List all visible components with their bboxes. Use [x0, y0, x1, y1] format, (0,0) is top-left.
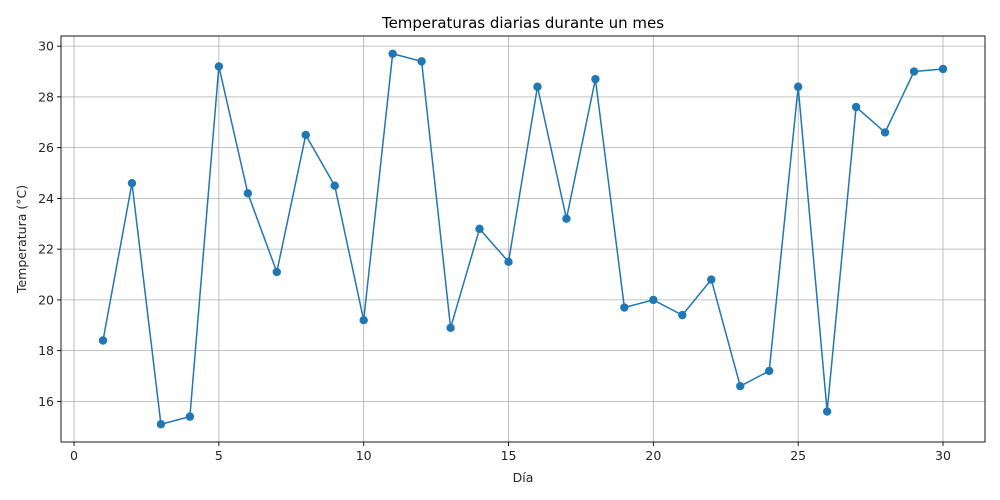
data-point	[880, 128, 890, 137]
y-tick-label: 26	[38, 140, 54, 155]
data-point	[127, 178, 137, 188]
data-point	[185, 412, 195, 421]
data-point	[98, 336, 108, 345]
plot-area-frame	[60, 35, 986, 443]
y-tick-label: 16	[38, 394, 54, 409]
x-tick-label: 15	[501, 448, 517, 463]
x-tick-label: 0	[70, 448, 78, 463]
data-point	[765, 366, 774, 376]
data-point	[909, 67, 919, 76]
data-point	[214, 62, 224, 71]
y-axis-label: Temperatura (°C)	[14, 185, 29, 294]
data-point	[417, 57, 426, 66]
data-point	[475, 224, 484, 234]
y-tick-label: 22	[38, 242, 54, 257]
data-point	[562, 214, 571, 223]
series-line	[102, 53, 944, 425]
x-axis: 0 5 10 15 20 25 30	[70, 442, 951, 463]
x-tick-label: 25	[790, 448, 806, 463]
chart-title: Temperaturas diarias durante un mes	[381, 14, 664, 32]
data-point	[793, 82, 803, 91]
x-tick-label: 30	[935, 448, 951, 463]
x-tick-label: 5	[215, 448, 223, 463]
x-tick-label: 20	[645, 448, 661, 463]
y-tick-label: 28	[38, 89, 54, 104]
data-point	[707, 275, 716, 284]
y-tick-label: 20	[38, 292, 54, 307]
data-point	[822, 407, 832, 416]
data-point	[388, 49, 397, 58]
data-point	[938, 64, 948, 74]
data-point	[620, 303, 629, 312]
grid	[61, 36, 985, 442]
data-point	[678, 310, 687, 320]
data-point	[649, 295, 658, 305]
x-axis-label: Día	[513, 470, 534, 485]
data-point	[446, 323, 455, 333]
data-point	[272, 267, 281, 277]
data-point	[156, 420, 166, 429]
data-point	[359, 316, 368, 325]
data-point	[504, 257, 513, 267]
data-point	[243, 189, 253, 198]
y-tick-label: 24	[38, 191, 54, 206]
y-axis: 16 18 20 22 24 26 28 30	[38, 39, 61, 409]
x-tick-label: 10	[356, 448, 372, 463]
data-point	[533, 82, 542, 91]
data-point	[301, 130, 310, 140]
y-tick-label: 18	[38, 343, 54, 358]
data-point	[736, 381, 745, 391]
data-point	[851, 102, 861, 112]
series-temperature	[98, 49, 948, 429]
data-point	[330, 181, 339, 190]
y-tick-label: 30	[38, 39, 54, 54]
data-point	[591, 74, 600, 84]
